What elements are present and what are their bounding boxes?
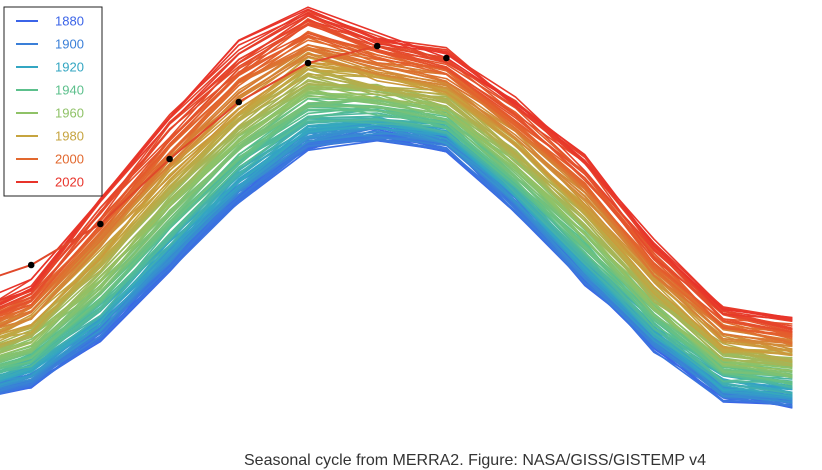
legend: 1880 1900 1920 1940 1960 1980 2000 2020: [3, 6, 103, 197]
year-line-1951: [0, 95, 793, 377]
legend-label-1900: 1900: [55, 37, 84, 52]
legend-label-2000: 2000: [55, 152, 84, 167]
highlight-marker-3: [166, 155, 173, 163]
highlight-marker-7: [443, 54, 450, 62]
caption: Seasonal cycle from MERRA2. Figure: NASA…: [244, 452, 707, 469]
highlight-marker-4: [235, 98, 243, 106]
legend-box: [3, 6, 103, 197]
highlight-marker-5: [304, 59, 312, 67]
legend-label-2020: 2020: [55, 175, 84, 190]
year-line-2022: [0, 8, 793, 321]
legend-label-1940: 1940: [55, 83, 84, 98]
legend-label-1880: 1880: [55, 14, 84, 29]
highlight-marker-6: [373, 42, 381, 50]
highlight-line-2020: [0, 44, 447, 277]
year-line-1967: [0, 84, 793, 367]
legend-label-1980: 1980: [55, 129, 84, 144]
highlight-marker-2: [97, 220, 104, 228]
highlight-series: [0, 42, 450, 277]
year-line-1901: [0, 137, 793, 403]
highlight-marker-1: [27, 261, 35, 269]
legend-label-1920: 1920: [55, 60, 84, 75]
legend-label-1960: 1960: [55, 106, 84, 121]
year-line-2023: [0, 6, 793, 319]
